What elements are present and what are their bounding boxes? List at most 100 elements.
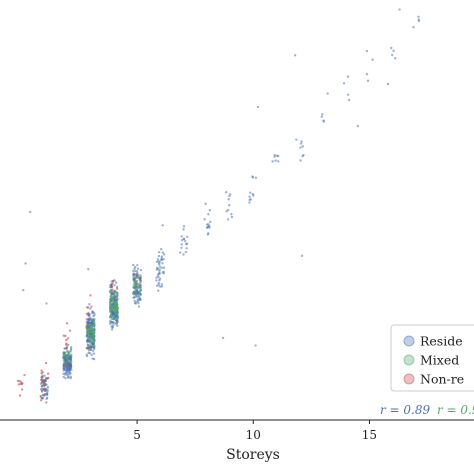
residential-point xyxy=(136,299,140,303)
residential-point xyxy=(139,268,143,272)
residential-point xyxy=(224,191,228,194)
mixed-point xyxy=(93,327,96,330)
non_residential-point xyxy=(89,294,92,297)
mixed-point xyxy=(92,334,96,337)
mixed-point xyxy=(137,285,141,288)
residential-point xyxy=(228,204,231,207)
mixed-point xyxy=(88,339,91,343)
residential-point xyxy=(208,209,212,212)
mixed-point xyxy=(114,291,117,294)
mixed-point xyxy=(161,271,164,274)
correlation-annotations: r = 0.89 r = 0.9 xyxy=(380,403,474,417)
residential-point xyxy=(156,267,160,270)
residential-point xyxy=(136,263,139,267)
residential-point xyxy=(156,258,160,261)
mixed-point xyxy=(115,296,119,299)
mixed-point xyxy=(139,298,142,302)
mixed-point xyxy=(116,313,119,316)
mixed-point xyxy=(113,293,116,297)
residential-point xyxy=(182,225,186,228)
residential-point xyxy=(135,270,139,273)
mixed-point xyxy=(158,270,161,273)
non_residential-point xyxy=(109,285,112,289)
mixed-point xyxy=(110,304,113,308)
residential-point xyxy=(321,113,324,116)
residential-point xyxy=(41,397,44,400)
residential-point xyxy=(249,191,252,194)
residential-point xyxy=(207,223,210,226)
residential-point xyxy=(203,218,206,221)
residential-point xyxy=(229,193,232,196)
mixed-point xyxy=(132,269,135,273)
non_residential-point xyxy=(111,282,114,285)
residential-point xyxy=(157,254,161,258)
residential-point xyxy=(132,263,135,267)
residential-point xyxy=(417,19,421,23)
residential-point xyxy=(45,302,48,305)
residential-point xyxy=(366,79,370,82)
mixed-point xyxy=(134,283,138,287)
legend-label-non_residential: Non-re xyxy=(420,372,464,387)
non_residential-point xyxy=(23,373,26,377)
residential-point xyxy=(139,274,142,277)
mixed-point xyxy=(89,348,93,351)
residential-point xyxy=(392,49,395,52)
mixed-point xyxy=(92,331,95,334)
mixed-point xyxy=(91,344,95,348)
mixed-point xyxy=(115,293,118,297)
residential-point xyxy=(109,322,112,326)
legend-marker-mixed xyxy=(403,354,415,366)
residential-point xyxy=(160,266,164,270)
legend-marker-residential xyxy=(403,335,415,347)
residential-point xyxy=(159,248,163,251)
residential-point xyxy=(300,140,303,143)
non_residential-point xyxy=(18,394,22,397)
residential-point xyxy=(69,356,72,359)
residential-point xyxy=(86,340,89,344)
residential-point xyxy=(66,371,70,374)
residential-point xyxy=(66,367,69,371)
residential-point xyxy=(180,243,183,246)
residential-point xyxy=(347,98,351,102)
non_residential-point xyxy=(44,376,48,380)
non_residential-point xyxy=(19,381,23,384)
residential-point xyxy=(412,25,415,29)
residential-point xyxy=(89,318,93,321)
mixed-point xyxy=(91,328,94,331)
mixed-point xyxy=(112,309,116,313)
mixed-point xyxy=(109,295,113,298)
correlation-annotation: r = 0.89 xyxy=(380,403,431,417)
mixed-point xyxy=(115,306,118,310)
residential-point xyxy=(46,385,50,389)
residential-point xyxy=(136,267,140,270)
residential-point xyxy=(209,220,212,224)
mixed-point xyxy=(108,307,112,310)
residential-point xyxy=(113,284,116,287)
mixed-point xyxy=(136,286,139,289)
residential-point xyxy=(254,176,258,179)
residential-point xyxy=(133,269,137,273)
residential-point xyxy=(155,284,159,288)
residential-point xyxy=(162,258,165,261)
residential-point xyxy=(182,253,185,256)
non_residential-point xyxy=(46,376,50,380)
mixed-point xyxy=(67,350,70,353)
residential-point xyxy=(46,390,49,393)
non_residential-point xyxy=(88,345,91,349)
non_residential-point xyxy=(113,279,116,282)
residential-point xyxy=(65,373,69,377)
residential-point xyxy=(85,353,88,356)
mixed-point xyxy=(113,302,117,306)
residential-point xyxy=(156,274,160,277)
non_residential-point xyxy=(40,369,43,372)
non_residential-point xyxy=(110,293,114,296)
mixed-point xyxy=(158,265,162,268)
residential-point xyxy=(326,92,329,95)
residential-point xyxy=(43,374,46,377)
residential-point xyxy=(155,276,158,279)
residential-point xyxy=(112,312,115,315)
residential-point xyxy=(365,73,369,76)
residential-point xyxy=(116,324,119,327)
non_residential-point xyxy=(42,387,46,391)
